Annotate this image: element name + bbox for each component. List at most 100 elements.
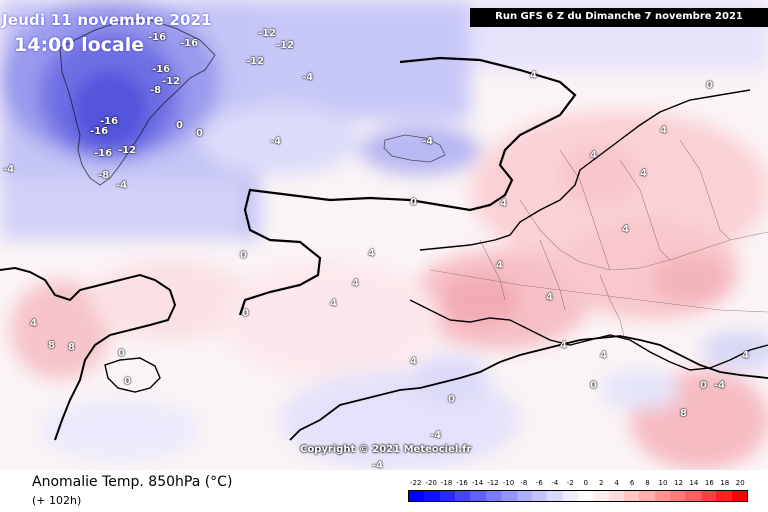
contour-label: 0 (410, 197, 417, 208)
contour-label: -12 (276, 40, 295, 51)
contour-label: 4 (640, 168, 647, 179)
legend-swatch (501, 491, 517, 501)
legend-swatch (516, 491, 532, 501)
legend-swatch (455, 491, 471, 501)
legend-tick: -12 (487, 479, 499, 487)
legend-tick: 14 (689, 479, 699, 487)
legend-swatch (439, 491, 456, 501)
south-coast (289, 335, 768, 441)
legend-tick: 0 (583, 479, 588, 487)
legend-tick: 6 (629, 479, 635, 487)
legend-swatch (485, 491, 502, 501)
legend-tick: 12 (673, 479, 683, 487)
legend-swatch (685, 491, 701, 501)
med-coast (409, 299, 768, 371)
contour-label: 0 (706, 80, 713, 91)
legend-swatch (470, 491, 486, 501)
island-outline (104, 357, 161, 393)
contour-label: -16 (180, 38, 199, 49)
arctic-coast (238, 56, 577, 316)
contour-label: -4 (714, 380, 726, 391)
valid-date: Jeudi 11 novembre 2021 (2, 11, 212, 29)
legend-swatch (639, 491, 655, 501)
variable-title: Anomalie Temp. 850hPa (°C) (32, 474, 233, 490)
contour-label: -12 (162, 76, 181, 87)
contour-label: 4 (410, 356, 417, 367)
contour-label: 4 (660, 125, 667, 136)
contour-label: -4 (302, 72, 314, 83)
east-coast (419, 89, 751, 251)
legend-swatch (547, 491, 563, 501)
legend-swatch (577, 491, 594, 501)
legend-tick: -4 (551, 479, 559, 487)
contour-label: 4 (590, 150, 597, 161)
contour-label: -4 (116, 180, 128, 191)
legend-tick: -16 (456, 479, 468, 487)
contour-label: 0 (700, 380, 707, 391)
contour-label: 0 (240, 250, 247, 261)
contour-label: 4 (560, 340, 567, 351)
contour-label: 0 (448, 394, 455, 405)
legend-tick: 8 (645, 479, 650, 487)
legend-tick: -6 (535, 479, 543, 487)
legend-swatch (700, 491, 717, 501)
run-banner: Run GFS 6 Z du Dimanche 7 novembre 2021 (470, 8, 768, 27)
legend-tick: -8 (520, 479, 528, 487)
valid-time: 14:00 locale (14, 34, 145, 56)
legend-tick: 4 (614, 479, 619, 487)
legend-tick: -2 (566, 479, 574, 487)
contour-label: 0 (242, 308, 249, 319)
footer: Anomalie Temp. 850hPa (°C) (+ 102h) -22-… (0, 470, 768, 512)
contour-label: -12 (246, 56, 265, 67)
run-text: Run GFS 6 Z du Dimanche 7 novembre 2021 (495, 11, 743, 22)
west-coast (0, 266, 177, 441)
legend-swatch (531, 491, 548, 501)
legend-swatch (731, 491, 747, 501)
contour-label: -4 (270, 136, 282, 147)
legend-tick: 2 (598, 479, 604, 487)
greenland-coast (59, 19, 216, 186)
contour-label: -12 (258, 28, 277, 39)
legend-tick: 16 (704, 479, 714, 487)
contour-label: -16 (90, 126, 109, 137)
anomaly-map (0, 0, 768, 470)
contour-label: 4 (742, 350, 749, 361)
contour-label: 4 (546, 292, 553, 303)
legend-swatch (654, 491, 671, 501)
contour-label: -4 (372, 460, 384, 471)
contour-label: -16 (100, 116, 119, 127)
contour-label: -8 (150, 85, 162, 96)
legend-tick: 20 (735, 479, 745, 487)
contour-label: 8 (68, 342, 75, 353)
contour-label: 0 (176, 120, 183, 131)
contour-label: 0 (590, 380, 597, 391)
contour-label: -8 (98, 170, 110, 181)
contour-label: 4 (600, 350, 607, 361)
contour-label: -4 (3, 164, 15, 175)
legend-swatch (608, 491, 625, 501)
legend-tick: 18 (720, 479, 730, 487)
contour-label: 4 (30, 318, 37, 329)
legend-bar (408, 490, 748, 502)
contour-label: 4 (368, 248, 375, 259)
contour-label: 0 (124, 376, 131, 387)
legend-swatch (593, 491, 609, 501)
legend-tick: 10 (658, 479, 668, 487)
contour-label: 0 (118, 348, 125, 359)
legend-swatch (670, 491, 686, 501)
contour-label: 8 (48, 340, 55, 351)
legend-swatch (624, 491, 640, 501)
contour-label: -16 (152, 64, 171, 75)
contour-label: 4 (530, 70, 537, 81)
contour-label: 4 (500, 198, 507, 209)
legend-swatch (409, 491, 425, 501)
legend-tick: -14 (471, 479, 484, 487)
contour-label: 4 (496, 260, 503, 271)
contour-label: -4 (430, 430, 442, 441)
legend-tick: -18 (440, 479, 453, 487)
contour-label: 4 (352, 278, 359, 289)
contour-label: 4 (622, 224, 629, 235)
contour-label: -4 (422, 136, 434, 147)
contour-label: 4 (330, 298, 337, 309)
